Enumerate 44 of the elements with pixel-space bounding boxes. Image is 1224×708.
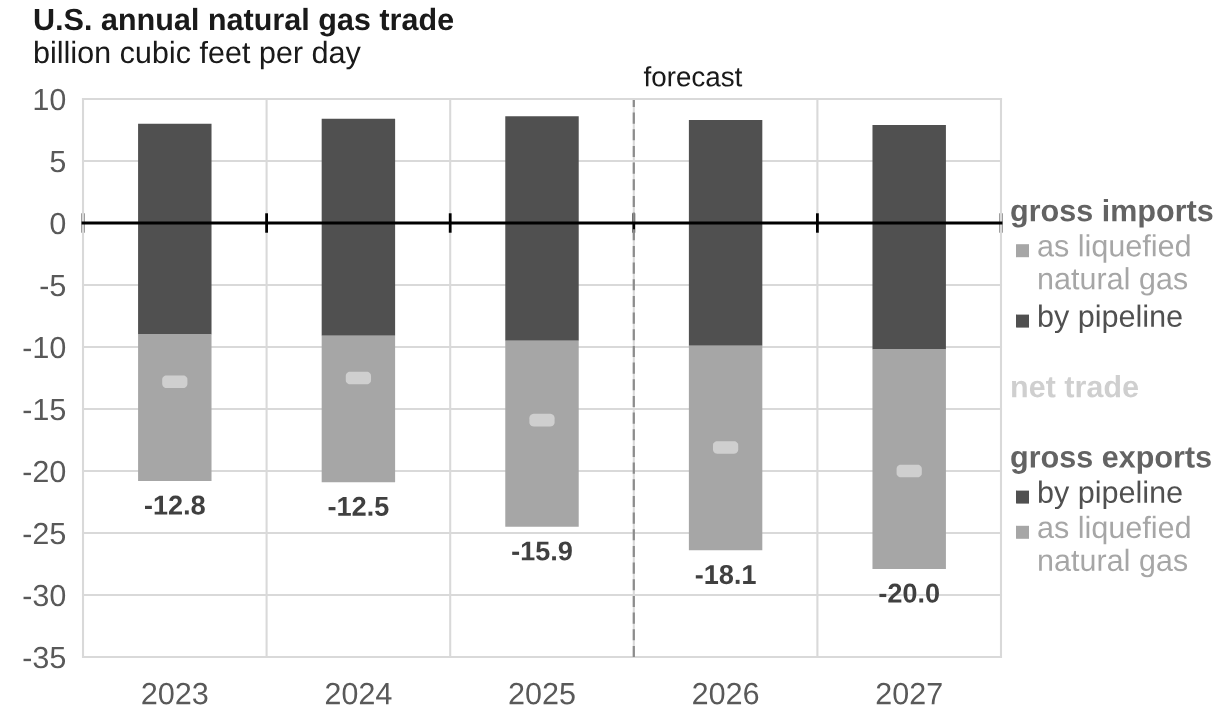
total-label: -15.9 (512, 541, 572, 561)
y-tick-label: -15 (23, 399, 66, 421)
x-tick-label: 2023 (142, 682, 208, 705)
y-tick-label: 0 (50, 212, 66, 235)
chart-subtitle: billion cubic feet per day (34, 40, 361, 70)
text: gross imports (1011, 199, 1213, 228)
x-tick-label: 2024 (325, 682, 392, 705)
legend-label: as liquefied natural gas (1038, 515, 1190, 578)
bar (321, 223, 396, 336)
bar (321, 118, 396, 223)
total-label: -12.8 (145, 495, 205, 515)
chart-title: U.S. annual natural gas trade (34, 7, 454, 37)
y-tick-label: -10 (23, 336, 66, 359)
total-label: -12.5 (328, 496, 389, 516)
y-tick-label: -20 (23, 460, 66, 483)
y-tick-label: -5 (40, 275, 66, 297)
y-tick-label: 10 (34, 88, 66, 111)
ref-line-label: forecast (643, 66, 743, 87)
bar (505, 223, 579, 341)
x-tick-label: 2025 (509, 682, 575, 705)
legend-label: as liquefied natural gas (1038, 234, 1190, 296)
y-tick-label: -35 (23, 646, 66, 669)
y-tick-label: -30 (23, 584, 66, 607)
bar (321, 335, 396, 483)
text: gross exports (1011, 447, 1211, 474)
bar (688, 223, 763, 346)
bar (872, 125, 946, 223)
legend-label: by pipeline (1038, 304, 1182, 334)
x-tick-label: 2026 (693, 682, 759, 705)
bar (138, 334, 212, 481)
bar (138, 223, 212, 335)
y-tick-label: -25 (23, 522, 66, 545)
bar (872, 223, 946, 350)
bar (688, 120, 763, 223)
legend-label: by pipeline (1038, 480, 1182, 510)
bar (138, 123, 212, 223)
total-label: -18.1 (695, 564, 756, 585)
total-label: -20.0 (879, 583, 939, 603)
bar (688, 345, 763, 551)
y-tick-label: 5 (50, 151, 66, 173)
bar (505, 116, 579, 223)
bar (872, 349, 946, 569)
bar (505, 340, 579, 527)
x-tick-label: 2027 (876, 682, 942, 705)
